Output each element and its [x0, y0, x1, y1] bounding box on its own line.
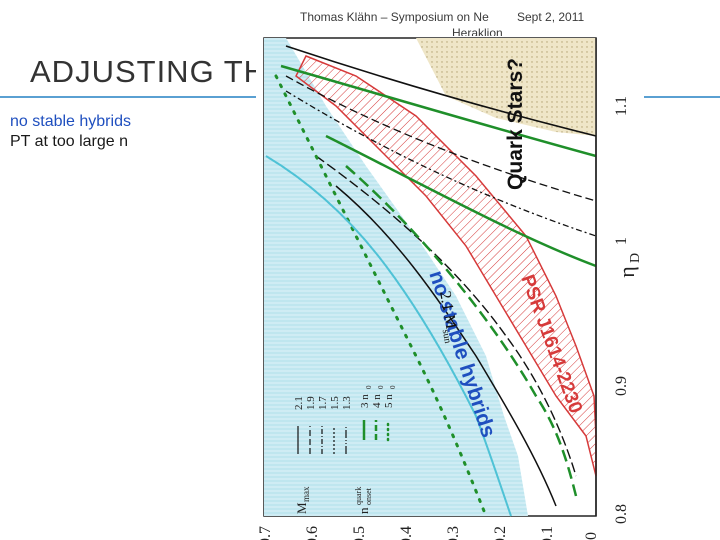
note-no-stable-hybrids: no stable hybrids — [10, 113, 131, 130]
quark-stars-text: Quark Stars? — [504, 58, 527, 190]
mass-curve-text: 2.1 M — [436, 290, 459, 331]
curve-dashdot — [285, 90, 597, 237]
legend-mmax-1-7: 1.7 — [317, 396, 329, 410]
curve-solid-top — [285, 45, 597, 137]
bottom-tick-0: 0 — [583, 532, 600, 540]
note-pt-large-n: PT at too large n — [10, 133, 128, 150]
legend-nonset-header: n onset quark — [354, 487, 373, 514]
legend-mmax-sub: max — [301, 486, 311, 502]
green-curve-mid — [325, 134, 597, 268]
legend-mmax-2-1: 2.1 — [293, 396, 305, 410]
legend-mmax-header: M max — [294, 486, 311, 514]
bottom-tick-0-3: 0.3 — [445, 526, 462, 540]
eta-d-axis-label: η D — [614, 253, 643, 278]
legend-nonset-label: n — [356, 507, 371, 514]
author-text: Thomas Klähn – Symposium on Ne — [300, 10, 489, 24]
legend-nonset-4n: 4 n 0 — [371, 385, 385, 408]
legend-mmax-values: 2.1 1.9 1.7 1.5 1.3 — [293, 396, 353, 410]
legend-nonset-4n-sub: 0 — [377, 385, 385, 389]
bottom-tick-0-6: 0.6 — [304, 526, 321, 540]
legend-nonset-5n-sub: 0 — [389, 385, 397, 389]
eta-subscript: D — [628, 253, 643, 263]
slide-title: ADJUSTING TH — [30, 54, 268, 89]
green-curve-dashed — [345, 165, 578, 497]
eta-tick-0-9: 0.9 — [613, 376, 630, 396]
bottom-tick-0-2: 0.2 — [492, 526, 509, 540]
bottom-tick-0-4: 0.4 — [398, 526, 415, 540]
curve-dashed-1 — [285, 75, 597, 202]
phase-diagram-figure: 1.1 1 0.9 0.8 η D 0.7 0.6 0.5 0.4 0.3 0.… — [256, 36, 644, 540]
date-text: Sept 2, 2011 — [517, 10, 585, 24]
legend-nonset-3n-text: 3 n — [359, 394, 371, 408]
legend-mmax-1-3: 1.3 — [341, 396, 353, 410]
legend-nonset-3n-sub: 0 — [365, 385, 373, 389]
eta-tick-0-8: 0.8 — [613, 504, 630, 524]
bottom-tick-labels: 0.7 0.6 0.5 0.4 0.3 0.2 0.1 0 — [257, 526, 600, 540]
phase-diagram-svg: 1.1 1 0.9 0.8 η D 0.7 0.6 0.5 0.4 0.3 0.… — [257, 37, 643, 540]
slide-notes: no stable hybrids PT at too large n — [10, 112, 131, 152]
cyan-boundary-curve — [265, 155, 512, 517]
legend-mmax-lines — [297, 426, 347, 454]
psr-band — [295, 55, 597, 477]
legend-mmax-1-9: 1.9 — [305, 396, 317, 410]
legend-nonset-sub: onset — [364, 487, 373, 505]
bottom-tick-0-5: 0.5 — [351, 526, 368, 540]
legend-nonset-sup: quark — [354, 487, 363, 505]
legend-nonset-lines — [362, 418, 390, 442]
legend-nonset-4n-text: 4 n — [371, 394, 383, 408]
bottom-tick-0-7: 0.7 — [257, 526, 274, 540]
eta-tick-labels: 1.1 1 0.9 0.8 — [613, 96, 630, 524]
eta-symbol: η — [614, 266, 639, 278]
curve-dashed-2 — [315, 155, 577, 477]
no-stable-hybrids-region — [264, 38, 528, 516]
mass-curve-label: 2.1 M sun — [436, 290, 459, 345]
green-curve-dotted — [274, 74, 488, 518]
quark-stars-region — [416, 38, 596, 136]
legend-mmax-label: M — [294, 502, 309, 514]
mass-curve-sub: sun — [440, 329, 453, 345]
green-curve-top — [280, 64, 597, 158]
legend: M max 2.1 1.9 1.7 1.5 1.3 n onset quark — [293, 385, 397, 514]
legend-nonset-5n: 5 n 0 — [383, 385, 397, 408]
quark-stars-label: Quark Stars? — [504, 58, 527, 190]
legend-nonset-3n: 3 n 0 — [359, 385, 373, 408]
bottom-tick-0-1: 0.1 — [539, 526, 556, 540]
legend-mmax-1-5: 1.5 — [329, 396, 341, 410]
legend-nonset-values: 3 n 0 4 n 0 5 n 0 — [359, 385, 397, 408]
legend-nonset-5n-text: 5 n — [383, 394, 395, 408]
curve-solid-mass — [335, 185, 557, 507]
eta-tick-1: 1 — [613, 237, 630, 245]
eta-tick-1-1: 1.1 — [613, 96, 630, 116]
